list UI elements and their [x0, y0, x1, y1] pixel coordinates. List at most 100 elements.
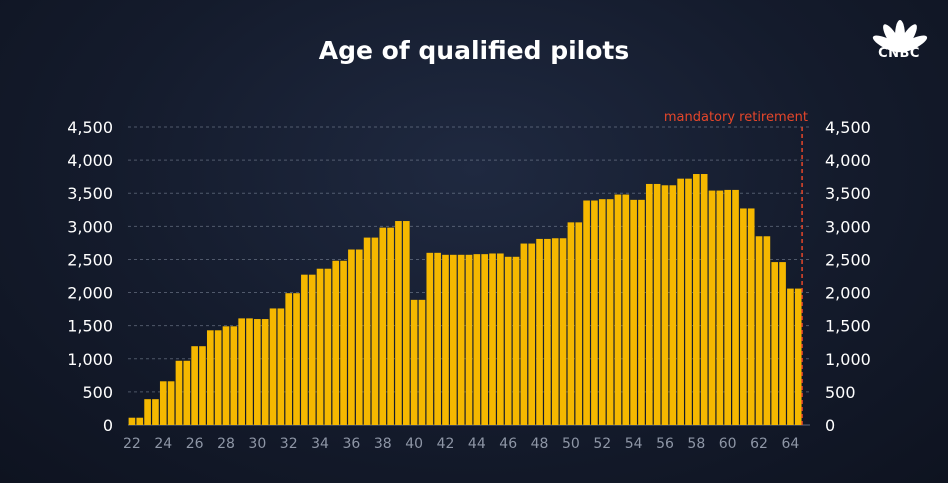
bar — [387, 227, 394, 425]
y-tick-label-left: 2,500 — [67, 250, 113, 269]
x-tick-label: 34 — [311, 436, 329, 452]
bar — [183, 360, 191, 425]
y-tick-label-right: 3,500 — [825, 184, 871, 203]
chart-title: Age of qualified pilots — [318, 36, 630, 65]
x-tick-label: 32 — [280, 436, 298, 452]
bar — [787, 288, 794, 425]
x-tick-label: 44 — [468, 436, 486, 452]
bar — [520, 243, 528, 425]
x-tick-label: 38 — [374, 436, 392, 452]
bar — [214, 330, 222, 425]
y-tick-label-left: 4,000 — [67, 151, 113, 170]
bar — [771, 262, 779, 425]
bar — [497, 253, 504, 425]
bar — [614, 194, 622, 425]
bar — [355, 249, 363, 425]
bar — [450, 254, 457, 425]
bar — [685, 178, 692, 425]
bar — [254, 319, 261, 425]
bar — [418, 299, 426, 425]
y-tick-label-left: 2,000 — [67, 284, 113, 303]
bar — [763, 236, 771, 425]
bar — [324, 268, 332, 425]
bar — [175, 360, 183, 425]
bar — [575, 222, 583, 425]
bar — [363, 237, 371, 425]
bar — [340, 260, 347, 425]
y-tick-label-right: 2,000 — [825, 284, 871, 303]
bar — [598, 199, 606, 425]
x-tick-label: 26 — [186, 436, 204, 452]
logo-text: CNBC — [878, 46, 920, 61]
y-tick-label-left: 1,000 — [67, 350, 113, 369]
bar — [308, 274, 316, 425]
y-tick-label-right: 4,500 — [825, 118, 871, 137]
bar — [779, 262, 786, 425]
bar — [544, 238, 551, 425]
bar — [379, 227, 387, 425]
bar — [504, 256, 512, 425]
y-tick-label-left: 0 — [103, 416, 113, 435]
bar — [481, 254, 488, 425]
bar — [473, 254, 481, 425]
bar — [301, 274, 308, 425]
bar — [716, 190, 724, 425]
x-tick-label: 50 — [562, 436, 580, 452]
x-tick-label: 36 — [342, 436, 360, 452]
bar — [426, 252, 434, 425]
bar — [402, 221, 410, 425]
y-tick-label-left: 4,500 — [67, 118, 113, 137]
bar — [442, 254, 449, 425]
bar — [316, 268, 324, 425]
x-tick-label: 54 — [625, 436, 643, 452]
bar — [559, 238, 567, 425]
bar — [630, 199, 637, 425]
bar — [551, 238, 559, 425]
x-tick-label: 56 — [656, 436, 674, 452]
bar — [230, 326, 238, 425]
y-tick-label-right: 1,500 — [825, 317, 871, 336]
bar — [371, 237, 379, 425]
bar — [606, 199, 614, 425]
x-tick-label: 46 — [499, 436, 517, 452]
y-tick-label-right: 1,000 — [825, 350, 871, 369]
bar — [159, 381, 167, 425]
bar — [740, 208, 747, 425]
bar — [645, 183, 653, 425]
bar — [238, 318, 245, 425]
bar — [591, 200, 598, 425]
y-tick-label-right: 0 — [825, 416, 835, 435]
y-tick-label-right: 4,000 — [825, 151, 871, 170]
bar — [261, 319, 269, 425]
bar — [669, 185, 677, 425]
bar — [653, 183, 661, 425]
x-tick-label: 40 — [405, 436, 423, 452]
x-tick-label: 30 — [248, 436, 266, 452]
bar — [732, 189, 739, 425]
bar — [128, 417, 136, 425]
x-tick-label: 22 — [123, 436, 141, 452]
bar — [528, 243, 536, 425]
bar — [206, 330, 214, 425]
bar — [755, 236, 763, 425]
bar — [693, 174, 700, 425]
bar — [199, 346, 206, 425]
bar — [293, 293, 300, 425]
x-tick-label: 58 — [687, 436, 705, 452]
bar — [638, 199, 645, 425]
bar — [583, 200, 590, 425]
bar — [269, 308, 277, 425]
bar — [661, 185, 669, 425]
bar — [708, 190, 716, 425]
y-tick-label-right: 500 — [825, 383, 856, 402]
retirement-label: mandatory retirement — [664, 110, 808, 125]
y-tick-label-left: 3,000 — [67, 217, 113, 236]
bar — [677, 178, 684, 425]
bar — [277, 308, 285, 425]
bar — [700, 174, 708, 425]
bar — [144, 399, 151, 425]
y-tick-label-right: 3,000 — [825, 217, 871, 236]
bar — [622, 194, 630, 425]
x-tick-label: 28 — [217, 436, 235, 452]
